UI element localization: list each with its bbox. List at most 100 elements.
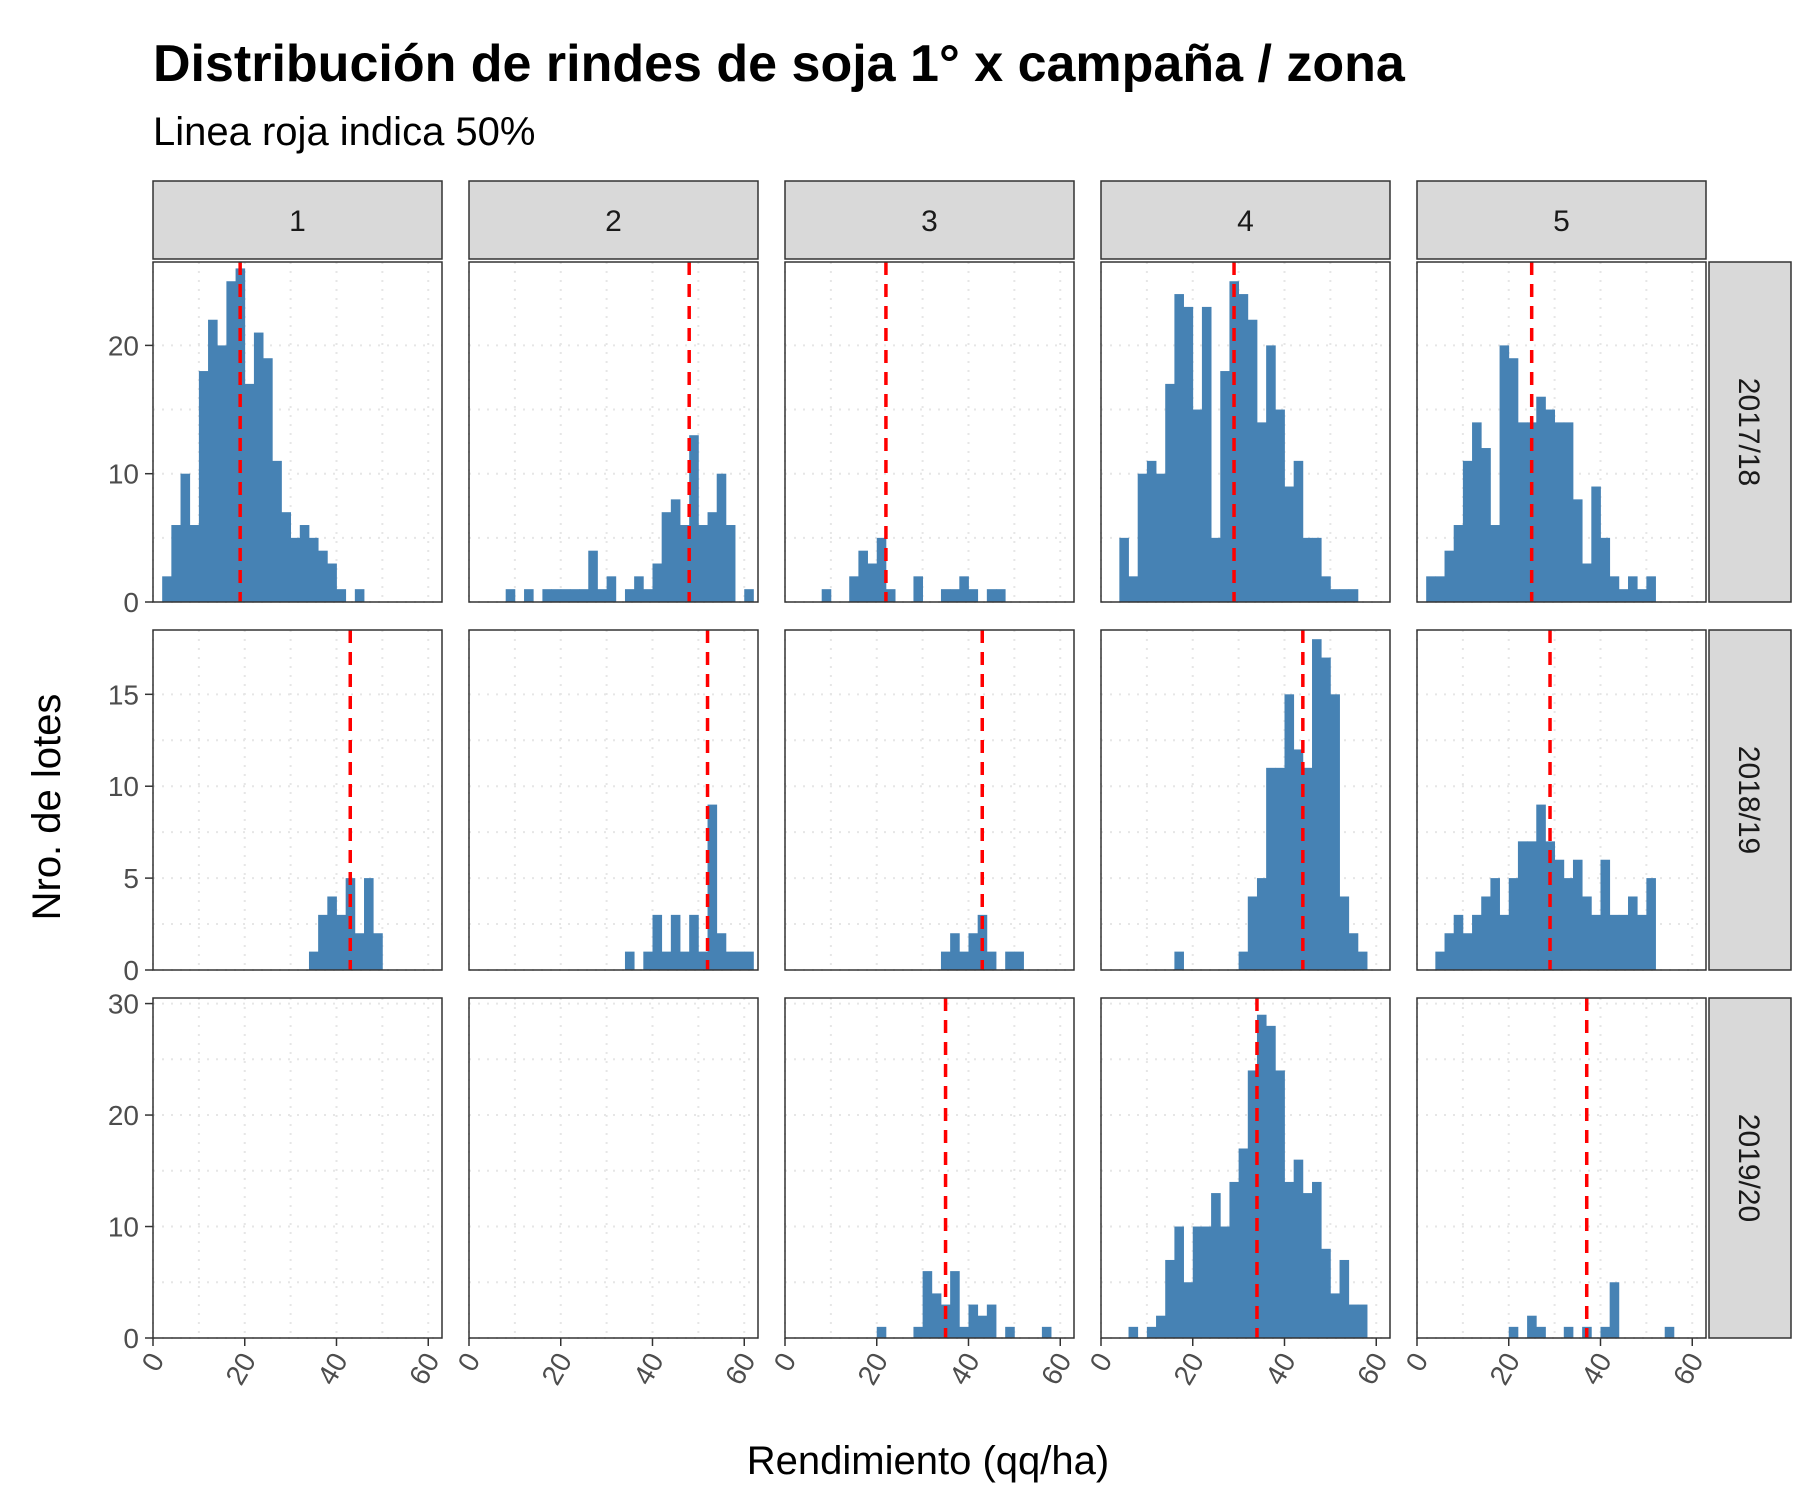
histogram-bar — [1041, 1326, 1052, 1338]
histogram-bar — [1517, 422, 1528, 602]
histogram-bar — [1453, 525, 1464, 602]
x-tick-label: 40 — [943, 1348, 985, 1390]
histogram-bar — [1284, 486, 1295, 602]
panel-r2-c1 — [152, 629, 443, 971]
histogram-bar — [1312, 1181, 1322, 1338]
histogram-bar — [1499, 345, 1510, 602]
x-tick-label: 20 — [1484, 1348, 1526, 1390]
histogram-bar — [940, 951, 951, 970]
panel-border — [1416, 997, 1707, 1339]
histogram-bar — [336, 914, 347, 970]
panel-border — [152, 997, 443, 1339]
histogram-bar — [180, 473, 191, 602]
histogram-bar — [308, 951, 319, 970]
chart-subtitle: Linea roja indica 50% — [153, 110, 535, 154]
strip-column-2 — [468, 180, 759, 260]
histogram-bar — [922, 1271, 933, 1338]
y-tick-label: 20 — [108, 1100, 139, 1131]
histogram-bar — [1201, 1226, 1212, 1338]
histogram-bar — [1339, 589, 1350, 602]
histogram-bar — [940, 1304, 951, 1338]
histogram-bar — [698, 951, 708, 970]
histogram-bar — [1453, 914, 1464, 970]
histogram-bar — [744, 589, 754, 602]
histogram-bar — [1600, 859, 1611, 970]
x-tick-label: 40 — [1575, 1348, 1617, 1390]
histogram-bar — [1165, 1259, 1175, 1338]
panel-r3-c3 — [784, 997, 1075, 1339]
histogram-bar — [1435, 951, 1445, 970]
strip-label-column: 3 — [921, 205, 938, 238]
x-tick-label: 0 — [768, 1348, 803, 1377]
x-tick-label: 20 — [536, 1348, 578, 1390]
x-tick-label: 40 — [627, 1348, 669, 1390]
histogram-bar — [198, 371, 209, 602]
x-tick-label: 0 — [136, 1348, 171, 1377]
histogram-bar — [913, 576, 924, 602]
histogram-bar — [643, 951, 653, 970]
histogram-bar — [977, 1315, 988, 1338]
histogram-bar — [597, 589, 608, 602]
histogram-bar — [1192, 1226, 1203, 1338]
histogram-bar — [968, 589, 979, 602]
histogram-bar — [272, 460, 282, 602]
panel-border — [152, 629, 443, 971]
panel-r3-c2 — [468, 997, 759, 1339]
panel-border — [784, 997, 1075, 1339]
x-tick-label: 20 — [220, 1348, 262, 1390]
histogram-bar — [1572, 499, 1583, 602]
histogram-bar — [1591, 486, 1601, 602]
histogram-bar — [670, 499, 681, 602]
histogram-bar — [950, 933, 960, 970]
histogram-bar — [1444, 933, 1455, 970]
histogram-bar — [1527, 841, 1537, 970]
x-tick-label: 20 — [852, 1348, 894, 1390]
strip-row-2017/18 — [1708, 261, 1792, 603]
histogram-bar — [1348, 1304, 1359, 1338]
histogram-bar — [950, 589, 960, 602]
histogram-bar — [885, 589, 896, 602]
histogram-bar — [524, 589, 534, 602]
panel-background — [785, 262, 1074, 602]
chart-title: Distribución de rindes de soja 1° x camp… — [153, 35, 1406, 93]
x-tick-label: 0 — [452, 1348, 487, 1377]
y-tick-label: 10 — [108, 771, 139, 802]
strip-label-column: 1 — [289, 205, 306, 238]
histogram-bar — [1321, 1248, 1331, 1338]
histogram-bar — [1536, 804, 1546, 970]
panel-border — [1416, 261, 1707, 603]
histogram-bar — [1146, 460, 1157, 602]
histogram-bar — [940, 589, 951, 602]
histogram-bar — [226, 281, 236, 602]
histogram-bar — [542, 589, 552, 602]
histogram-bar — [1247, 896, 1258, 970]
panel-r3-c4 — [1100, 997, 1391, 1339]
panel-r1-c3 — [784, 261, 1075, 603]
histogram-bar — [959, 951, 969, 970]
histogram-bar — [1256, 1014, 1267, 1338]
histogram-bar — [661, 951, 672, 970]
histogram-bar — [959, 576, 969, 602]
histogram-bar — [281, 512, 292, 602]
x-tick-label: 0 — [1400, 1348, 1435, 1377]
x-tick-label: 40 — [311, 1348, 353, 1390]
histogram-bar — [1563, 422, 1574, 602]
histogram-bar — [1490, 878, 1500, 970]
histogram-bar — [171, 525, 181, 602]
panel-border — [1100, 997, 1391, 1339]
x-tick-label: 60 — [403, 1348, 445, 1390]
histogram-bar — [1312, 639, 1322, 970]
histogram-bar — [551, 589, 562, 602]
histogram-bar — [1302, 537, 1313, 602]
histogram-bar — [1462, 460, 1473, 602]
panel-border — [468, 261, 759, 603]
histogram-bar — [1293, 460, 1304, 602]
histogram-bar — [189, 525, 200, 602]
strip-column-4 — [1100, 180, 1391, 260]
histogram-bar — [1174, 951, 1184, 970]
histogram-bar — [1554, 422, 1565, 602]
histogram-bar — [1119, 537, 1129, 602]
histogram-bar — [208, 319, 218, 602]
histogram-bar — [1165, 383, 1175, 602]
histogram-bar — [1183, 306, 1194, 602]
